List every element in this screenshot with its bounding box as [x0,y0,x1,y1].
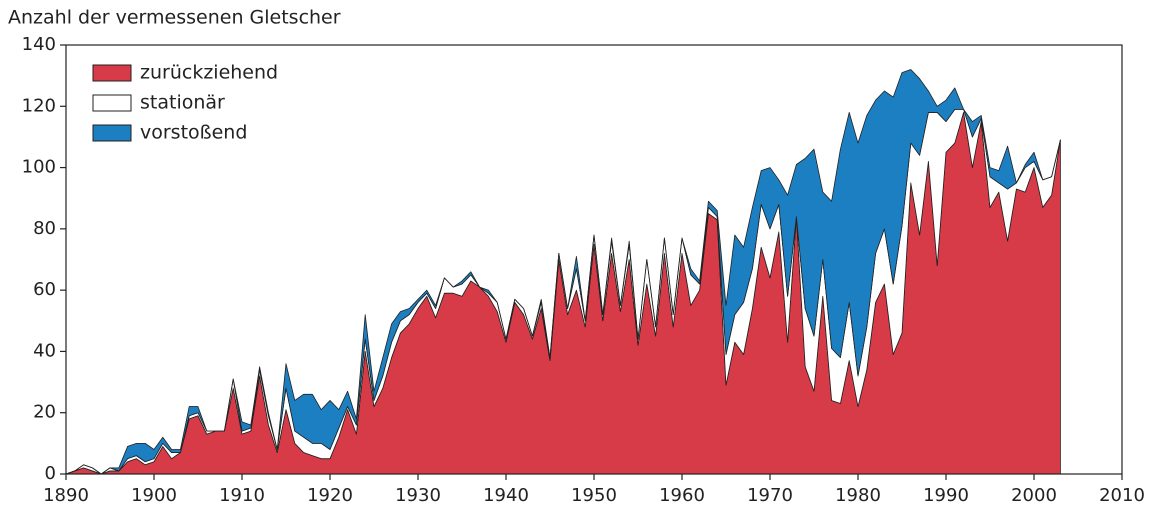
legend-swatch [92,94,132,112]
legend-label: zurückziehend [140,62,278,84]
x-tick-label: 1920 [307,485,353,506]
area [65,69,1061,475]
y-tick-label: 40 [33,340,56,361]
x-tick-label: 1970 [747,485,793,506]
chart-title: Anzahl der vermessenen Gletscher [8,7,341,29]
x-tick-label: 1990 [923,485,969,506]
y-tick-label: 80 [33,218,56,239]
x-tick-label: 1980 [835,485,881,506]
x-tick-label: 1910 [219,485,265,506]
legend-swatch [92,124,132,142]
x-tick-label: 1940 [483,485,529,506]
x-tick-label: 2000 [1011,485,1057,506]
x-tick-label: 1890 [43,485,89,506]
x-tick-label: 1950 [571,485,617,506]
x-tick-label: 2010 [1099,485,1145,506]
x-tick-label: 1960 [659,485,705,506]
y-tick-label: 20 [33,402,56,423]
y-tick-label: 120 [22,95,56,116]
legend-label: vorstoßend [140,122,247,144]
y-tick-label: 60 [33,279,56,300]
legend-label: stationär [140,92,225,114]
x-tick-label: 1930 [395,485,441,506]
legend-swatch [92,64,132,82]
y-tick-label: 0 [45,463,56,484]
y-tick-label: 100 [22,157,56,178]
y-tick-label: 140 [22,34,56,55]
x-tick-label: 1900 [131,485,177,506]
